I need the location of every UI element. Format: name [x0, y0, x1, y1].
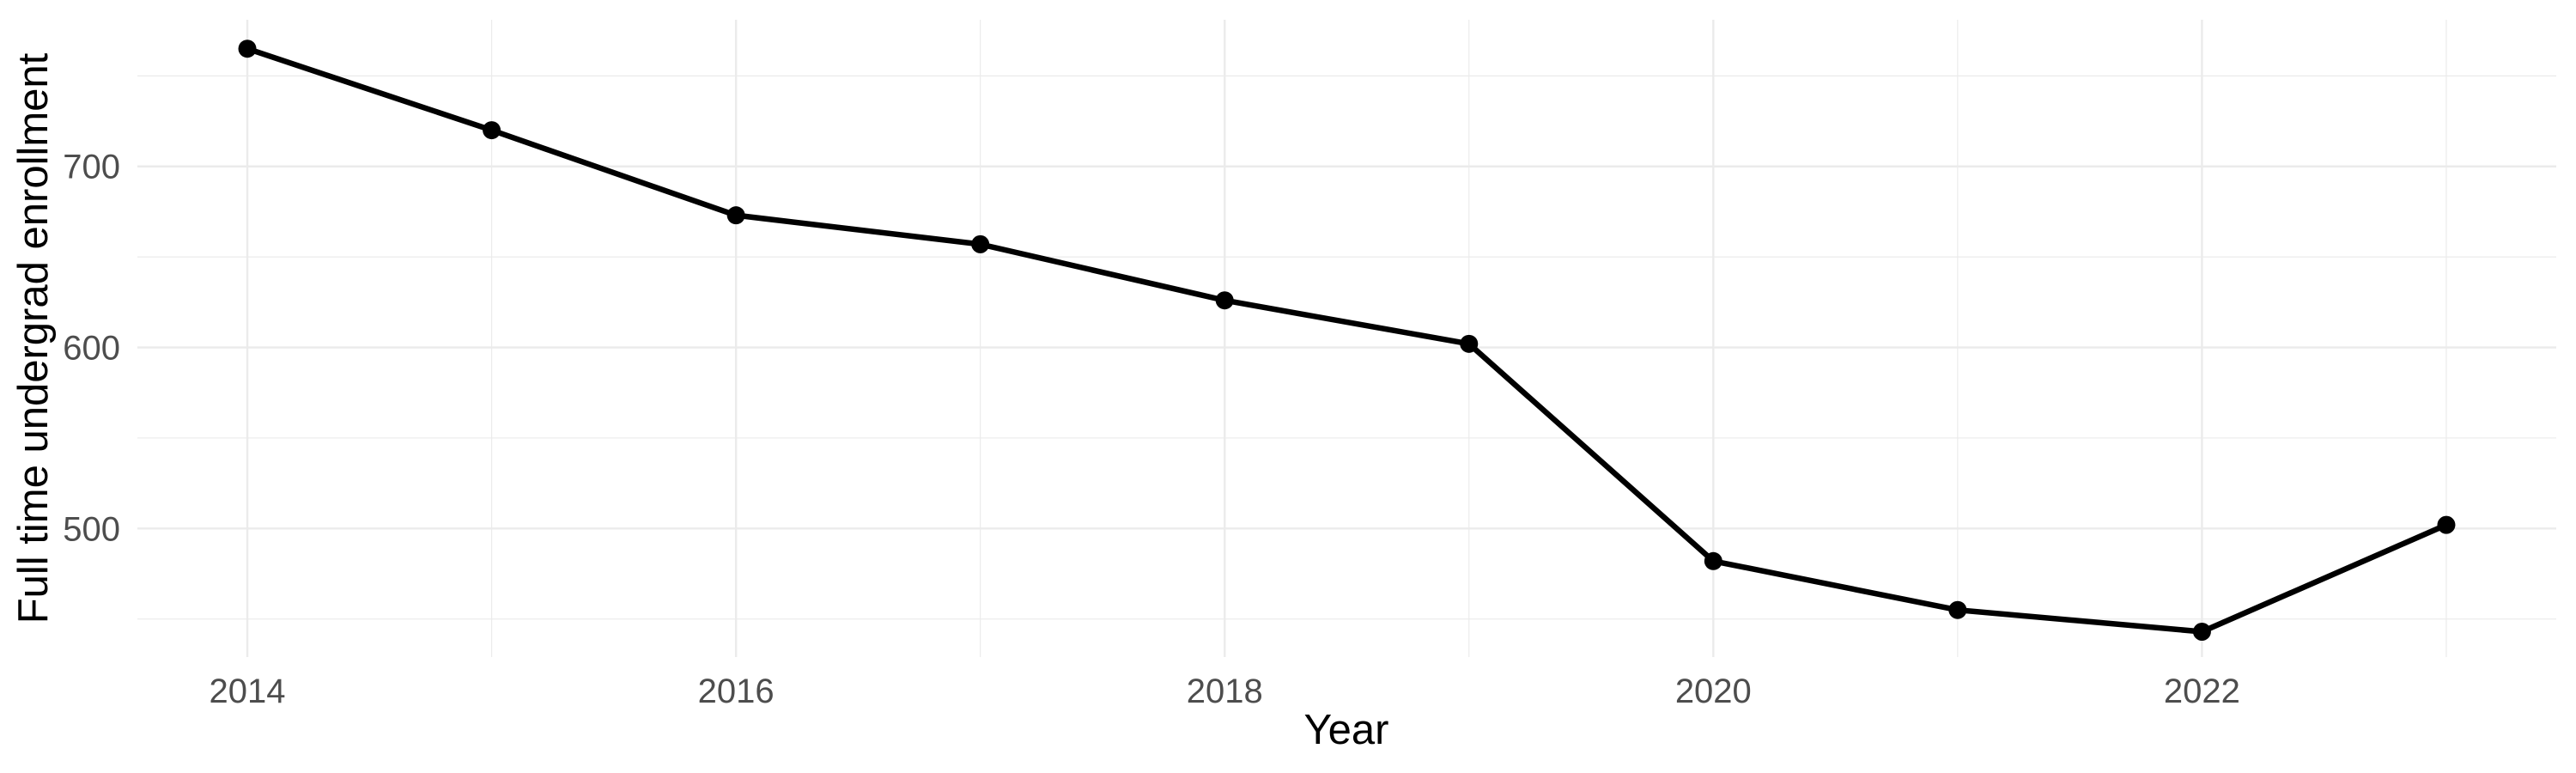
x-tick-label: 2022: [2164, 673, 2240, 710]
data-series: [238, 40, 2456, 641]
y-tick-label: 700: [63, 149, 120, 186]
data-point-2021: [1948, 600, 1967, 619]
plot-panel: [137, 20, 2556, 657]
x-tick-label: 2016: [698, 673, 775, 710]
gridlines-minor: [137, 20, 2556, 657]
data-point-2023: [2437, 515, 2456, 534]
data-point-2017: [971, 234, 990, 253]
y-tick-label: 500: [63, 510, 120, 548]
x-tick-label: 2018: [1187, 673, 1263, 710]
tick-labels: 2014 2016 2018 2020 2022 500 600 700: [63, 149, 2240, 710]
data-point-2018: [1215, 291, 1234, 310]
data-point-2020: [1704, 551, 1722, 570]
x-tick-label: 2020: [1675, 673, 1752, 710]
x-axis-title: Year: [1303, 707, 1388, 753]
trend-line: [246, 46, 2448, 635]
data-point-2022: [2192, 622, 2211, 641]
y-axis-title: Full time undergrad enrollment: [10, 52, 57, 624]
data-point-2016: [726, 206, 745, 225]
gridlines-major: [137, 20, 2556, 657]
x-tick-label: 2014: [210, 673, 286, 710]
data-point-2019: [1460, 334, 1479, 353]
data-point-2015: [483, 121, 501, 140]
data-point-2014: [238, 40, 257, 58]
y-tick-label: 600: [63, 330, 120, 368]
